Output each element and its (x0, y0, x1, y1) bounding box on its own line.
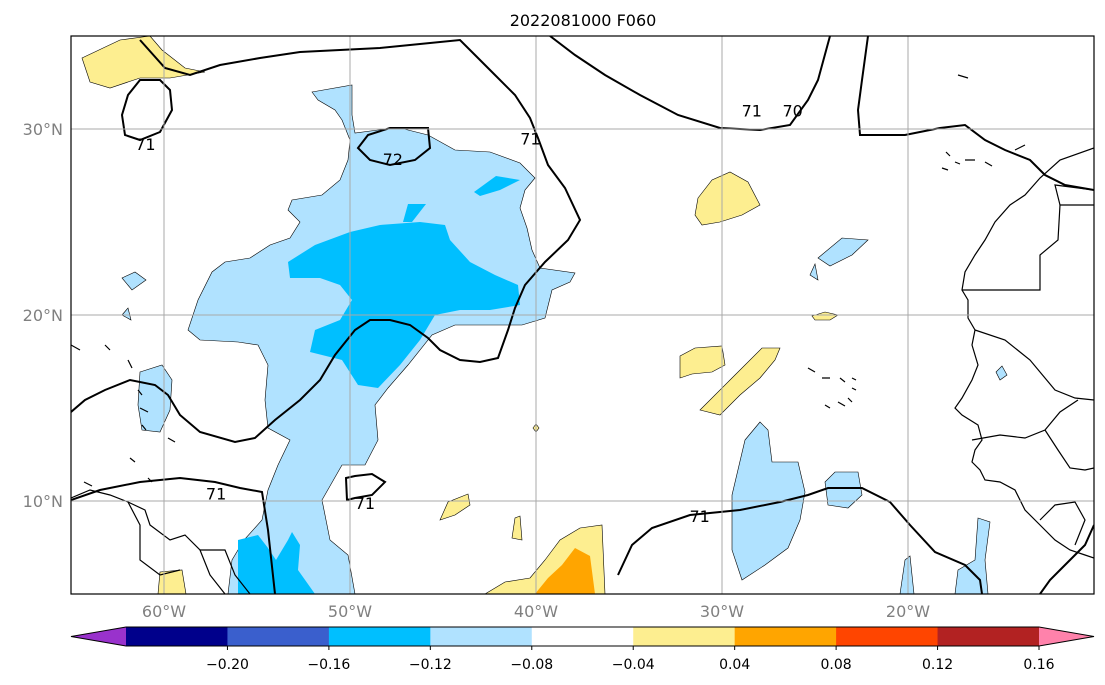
colorbar-segment (430, 627, 533, 646)
small-positive-region-c (511, 515, 523, 541)
south-america-border-b (200, 549, 251, 594)
small-negative-region-d (817, 237, 869, 267)
contour-71-southeast-right (1039, 524, 1094, 594)
small-negative-region-b (121, 307, 132, 321)
contour-71-southeast (617, 487, 983, 594)
colorbar-tick-label: 0.12 (922, 657, 953, 673)
lat-tick-label: 20°N (23, 306, 63, 325)
height-contours (71, 36, 1094, 594)
northern-negative-patch (474, 176, 520, 196)
map-title: 2022081000 F060 (510, 11, 657, 30)
colorbar-tick-label: −0.12 (409, 657, 452, 673)
latitude-tick-labels: 30°N 20°N 10°N (23, 120, 63, 511)
contour-71-northeast (549, 36, 831, 132)
canary-islands (941, 74, 1026, 171)
contour-label: 71 (135, 135, 155, 154)
cape-verde-islands (807, 367, 857, 409)
coastlines (71, 74, 1094, 594)
contour-label: 72 (383, 150, 403, 169)
small-positive-region-a (811, 311, 839, 321)
contour-72-loop (356, 127, 432, 167)
lon-tick-label: 40°W (514, 602, 558, 621)
positive-anomaly-mid-regions (535, 548, 595, 594)
colorbar-segment (126, 627, 228, 646)
colorbar: −0.20 −0.16 −0.12 −0.08 −0.04 0.04 0.08 0.12 0.1… (70, 626, 1095, 673)
lon-tick-label: 20°W (886, 602, 930, 621)
contour-label: 71 (690, 507, 710, 526)
colorbar-segment (633, 627, 736, 646)
colorbar-segment (734, 627, 837, 646)
atlantic-positive-band (699, 347, 781, 416)
colorbar-tick-label: 0.04 (719, 657, 750, 673)
contour-label: 71 (520, 129, 540, 148)
lat-tick-label: 10°N (23, 492, 63, 511)
map-panel: 71 72 71 71 70 71 71 71 (70, 35, 1095, 595)
colorbar-extend-high (1039, 627, 1094, 646)
contour-71-north (71, 38, 582, 444)
negative-anomaly-mid-regions (238, 176, 520, 594)
southern-positive-core (535, 548, 595, 594)
colorbar-segment (227, 627, 330, 646)
lon-tick-label: 30°W (700, 602, 744, 621)
contour-label: 71 (206, 485, 226, 504)
africa-border-f (1039, 501, 1086, 546)
colorbar-tick-label: 0.16 (1023, 657, 1054, 673)
lon-tick-label: 50°W (328, 602, 372, 621)
south-america-coastline (71, 489, 226, 594)
colorbar-segment (328, 627, 431, 646)
colorbar-segment (836, 627, 939, 646)
contour-71-south (71, 476, 276, 594)
colorbar-tick-label: −0.08 (510, 657, 553, 673)
colorbar-segment (937, 627, 1040, 646)
small-negative-region-g (954, 517, 991, 594)
atlantic-positive-region-west (679, 345, 726, 379)
colorbar-segment (531, 627, 634, 646)
small-negative-region-e (809, 263, 819, 281)
contour-labels: 71 72 71 71 70 71 71 71 (135, 101, 803, 525)
contour-label: 71 (742, 101, 762, 120)
south-america-border-a (127, 501, 181, 576)
northwest-positive-region (81, 36, 206, 89)
small-negative-region-h (995, 365, 1008, 381)
lat-tick-label: 30°N (23, 120, 63, 139)
contour-label: 70 (783, 101, 803, 120)
map-frame (70, 35, 1095, 595)
small-negative-region-c (824, 471, 863, 509)
central-negative-spike (403, 204, 426, 222)
colorbar-outline (70, 626, 1095, 647)
colorbar-tick-label: −0.20 (206, 657, 249, 673)
atlantic-positive-region-north (694, 171, 761, 226)
longitude-tick-labels: 60°W 50°W 40°W 30°W 20°W (142, 602, 930, 621)
colorbar-tick-label: −0.16 (307, 657, 350, 673)
graticule (71, 36, 1094, 594)
contour-71-south-loop (344, 472, 387, 502)
contour-70-north (856, 36, 1094, 191)
africa-border-d (971, 399, 1079, 441)
colorbar-extend-low (71, 627, 126, 646)
southwest-positive-region (157, 569, 187, 594)
central-negative-core (288, 222, 520, 388)
southern-negative-core (238, 532, 315, 594)
africa-border-c (974, 329, 1094, 401)
contour-label: 71 (355, 494, 375, 513)
africa-border-e (1044, 429, 1094, 471)
africa-coastline (954, 147, 1094, 559)
contour-71-northwest-loop (120, 79, 174, 142)
lon-tick-label: 60°W (142, 602, 186, 621)
small-negative-region-a (121, 271, 147, 291)
colorbar-tick-label: 0.08 (821, 657, 852, 673)
colorbar-tick-label: −0.04 (612, 657, 655, 673)
